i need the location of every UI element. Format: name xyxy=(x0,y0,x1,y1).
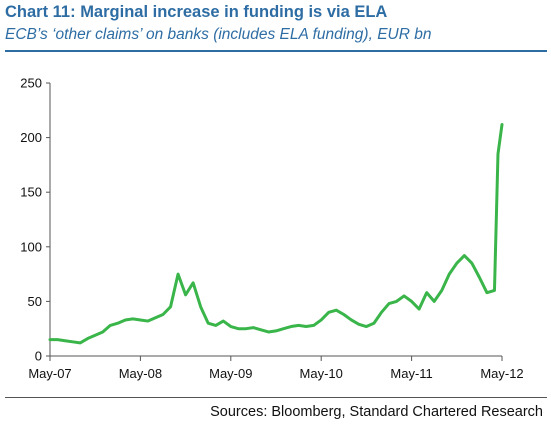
footer-divider xyxy=(5,397,547,398)
y-tick-label: 250 xyxy=(20,76,42,91)
chart-axes xyxy=(49,83,502,357)
source-note: Sources: Bloomberg, Standard Chartered R… xyxy=(210,404,543,420)
chart-title: Chart 11: Marginal increase in funding i… xyxy=(5,3,388,21)
x-tick-label: May-07 xyxy=(28,366,71,381)
chart-series xyxy=(48,123,504,345)
y-tick-label: 200 xyxy=(20,130,42,145)
chart-ticks: 0 50 100 150 200 250 May-07 May-08 May-09 May-10 M… xyxy=(20,76,523,382)
y-tick-label: 0 xyxy=(35,349,42,364)
x-tick-label: May-11 xyxy=(390,366,432,381)
series-line xyxy=(48,123,504,345)
chart-subtitle: ECB’s ‘other claims’ on banks (includes … xyxy=(5,26,432,43)
title-divider xyxy=(5,50,547,52)
y-tick-label: 100 xyxy=(20,239,42,254)
y-tick-label: 50 xyxy=(28,294,42,309)
x-tick-label: May-08 xyxy=(119,366,162,381)
x-tick-label: May-12 xyxy=(480,366,523,381)
x-tick-label: May-09 xyxy=(209,366,252,381)
y-tick-label: 150 xyxy=(20,185,42,200)
x-tick-label: May-10 xyxy=(300,366,343,381)
